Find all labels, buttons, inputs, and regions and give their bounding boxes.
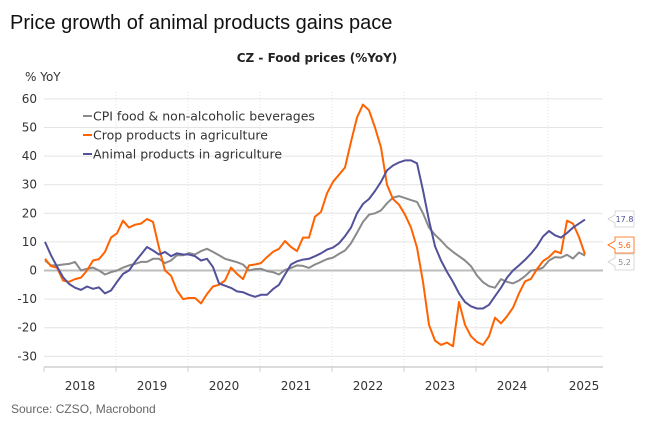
end-labels: 5.2 5.6 17.8 <box>607 210 635 271</box>
y-tick-label: 10 <box>22 235 37 249</box>
series-line <box>44 103 586 348</box>
end-label-value: 17.8 <box>616 215 634 224</box>
end-label-value: 5.6 <box>618 241 631 250</box>
legend-label: Animal products in agriculture <box>93 147 282 162</box>
x-tick-label: 2022 <box>353 379 384 393</box>
y-tick-label: -10 <box>17 292 37 306</box>
y-tick-label: 30 <box>22 178 37 192</box>
x-axis-ticks: 2018 2019 2020 2021 2022 2023 2024 2025 <box>65 379 600 393</box>
x-tick-label: 2018 <box>65 379 96 393</box>
x-tick-label: 2021 <box>281 379 312 393</box>
y-tick-label: -30 <box>17 349 37 363</box>
legend-label: Crop products in agriculture <box>93 128 268 143</box>
end-label-value: 5.2 <box>618 258 631 267</box>
end-label-box <box>607 236 635 254</box>
x-tick-label: 2024 <box>497 379 528 393</box>
headline: Price growth of animal products gains pa… <box>10 12 393 34</box>
y-axis-ticks: 60 50 40 30 20 10 0 -10 -20 -30 <box>17 92 37 363</box>
y-tick-label: 0 <box>29 264 37 278</box>
series-line <box>44 159 586 310</box>
x-tick-label: 2020 <box>209 379 240 393</box>
y-tick-label: 60 <box>22 92 37 106</box>
y-tick-label: 20 <box>22 206 37 220</box>
x-tick-label: 2025 <box>569 379 600 393</box>
chart-title: CZ - Food prices (%YoY) <box>237 51 398 65</box>
legend-label: CPI food & non-alcoholic beverages <box>93 109 315 124</box>
series-line <box>44 195 586 289</box>
legend: CPI food & non-alcoholic beverages Crop p… <box>83 109 315 162</box>
end-label-box <box>607 253 635 271</box>
y-tick-label: 40 <box>22 149 37 163</box>
series-lines <box>44 103 586 348</box>
x-tick-label: 2019 <box>137 379 168 393</box>
y-tick-label: 50 <box>22 121 37 135</box>
source-note: Source: CZSO, Macrobond <box>11 402 156 416</box>
x-tick-label: 2023 <box>425 379 456 393</box>
y-axis-label: % YoY <box>25 70 61 84</box>
end-label-box <box>607 210 635 228</box>
y-tick-label: -20 <box>17 321 37 335</box>
gridlines <box>43 92 603 372</box>
